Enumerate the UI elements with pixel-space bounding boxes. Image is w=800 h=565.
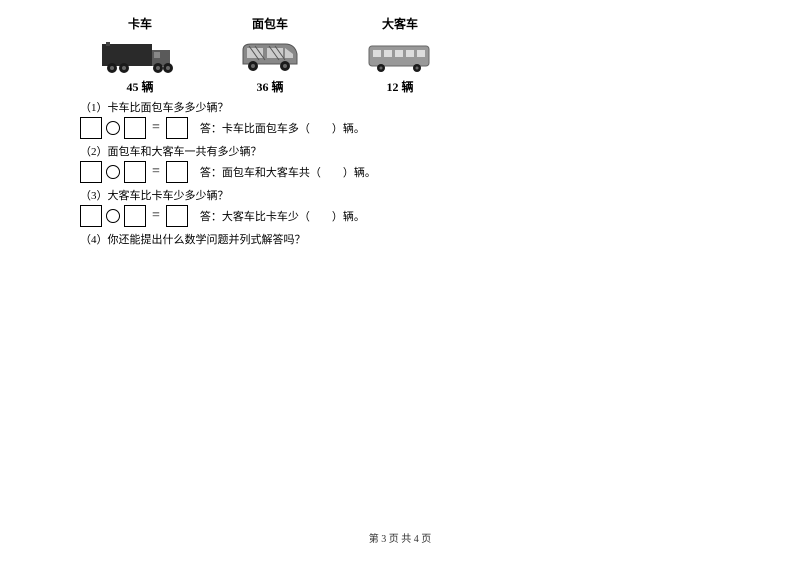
vehicle-truck: 卡车 45 辆 [90, 15, 190, 95]
operator-circle[interactable] [106, 121, 120, 135]
input-box[interactable] [80, 117, 102, 139]
question-3: （3）大客车比卡车少多少辆？ [80, 187, 720, 203]
input-box[interactable] [80, 205, 102, 227]
equals-sign: = [152, 164, 160, 180]
vehicles-row: 卡车 45 辆 面包车 [90, 15, 720, 95]
van-label: 面包车 [252, 15, 288, 32]
vehicle-van: 面包车 36 辆 [220, 15, 320, 95]
answer-2: 答：面包车和大客车共（ ）辆。 [200, 164, 376, 180]
equals-sign: = [152, 208, 160, 224]
question-4: （4）你还能提出什么数学问题并列式解答吗？ [80, 231, 720, 247]
question-1: （1）卡车比面包车多多少辆？ [80, 99, 720, 115]
operator-circle[interactable] [106, 209, 120, 223]
bus-count: 12 辆 [386, 78, 413, 95]
answer-1: 答：卡车比面包车多（ ）辆。 [200, 120, 365, 136]
van-icon [230, 36, 310, 76]
bus-label: 大客车 [382, 15, 418, 32]
vehicle-bus: 大客车 12 辆 [350, 15, 450, 95]
question-2: （2）面包车和大客车一共有多少辆？ [80, 143, 720, 159]
input-box[interactable] [124, 205, 146, 227]
input-box[interactable] [166, 205, 188, 227]
answer-3: 答：大客车比卡车少（ ）辆。 [200, 208, 365, 224]
operator-circle[interactable] [106, 165, 120, 179]
worksheet-content: 卡车 45 辆 面包车 [0, 0, 800, 247]
input-box[interactable] [80, 161, 102, 183]
truck-label: 卡车 [128, 15, 152, 32]
equation-1: = 答：卡车比面包车多（ ）辆。 [80, 117, 720, 139]
bus-icon [360, 36, 440, 76]
equation-3: = 答：大客车比卡车少（ ）辆。 [80, 205, 720, 227]
truck-count: 45 辆 [126, 78, 153, 95]
van-count: 36 辆 [256, 78, 283, 95]
input-box[interactable] [124, 161, 146, 183]
truck-icon [100, 36, 180, 76]
input-box[interactable] [166, 117, 188, 139]
page-footer: 第 3 页 共 4 页 [0, 530, 800, 545]
equals-sign: = [152, 120, 160, 136]
equation-2: = 答：面包车和大客车共（ ）辆。 [80, 161, 720, 183]
input-box[interactable] [124, 117, 146, 139]
input-box[interactable] [166, 161, 188, 183]
